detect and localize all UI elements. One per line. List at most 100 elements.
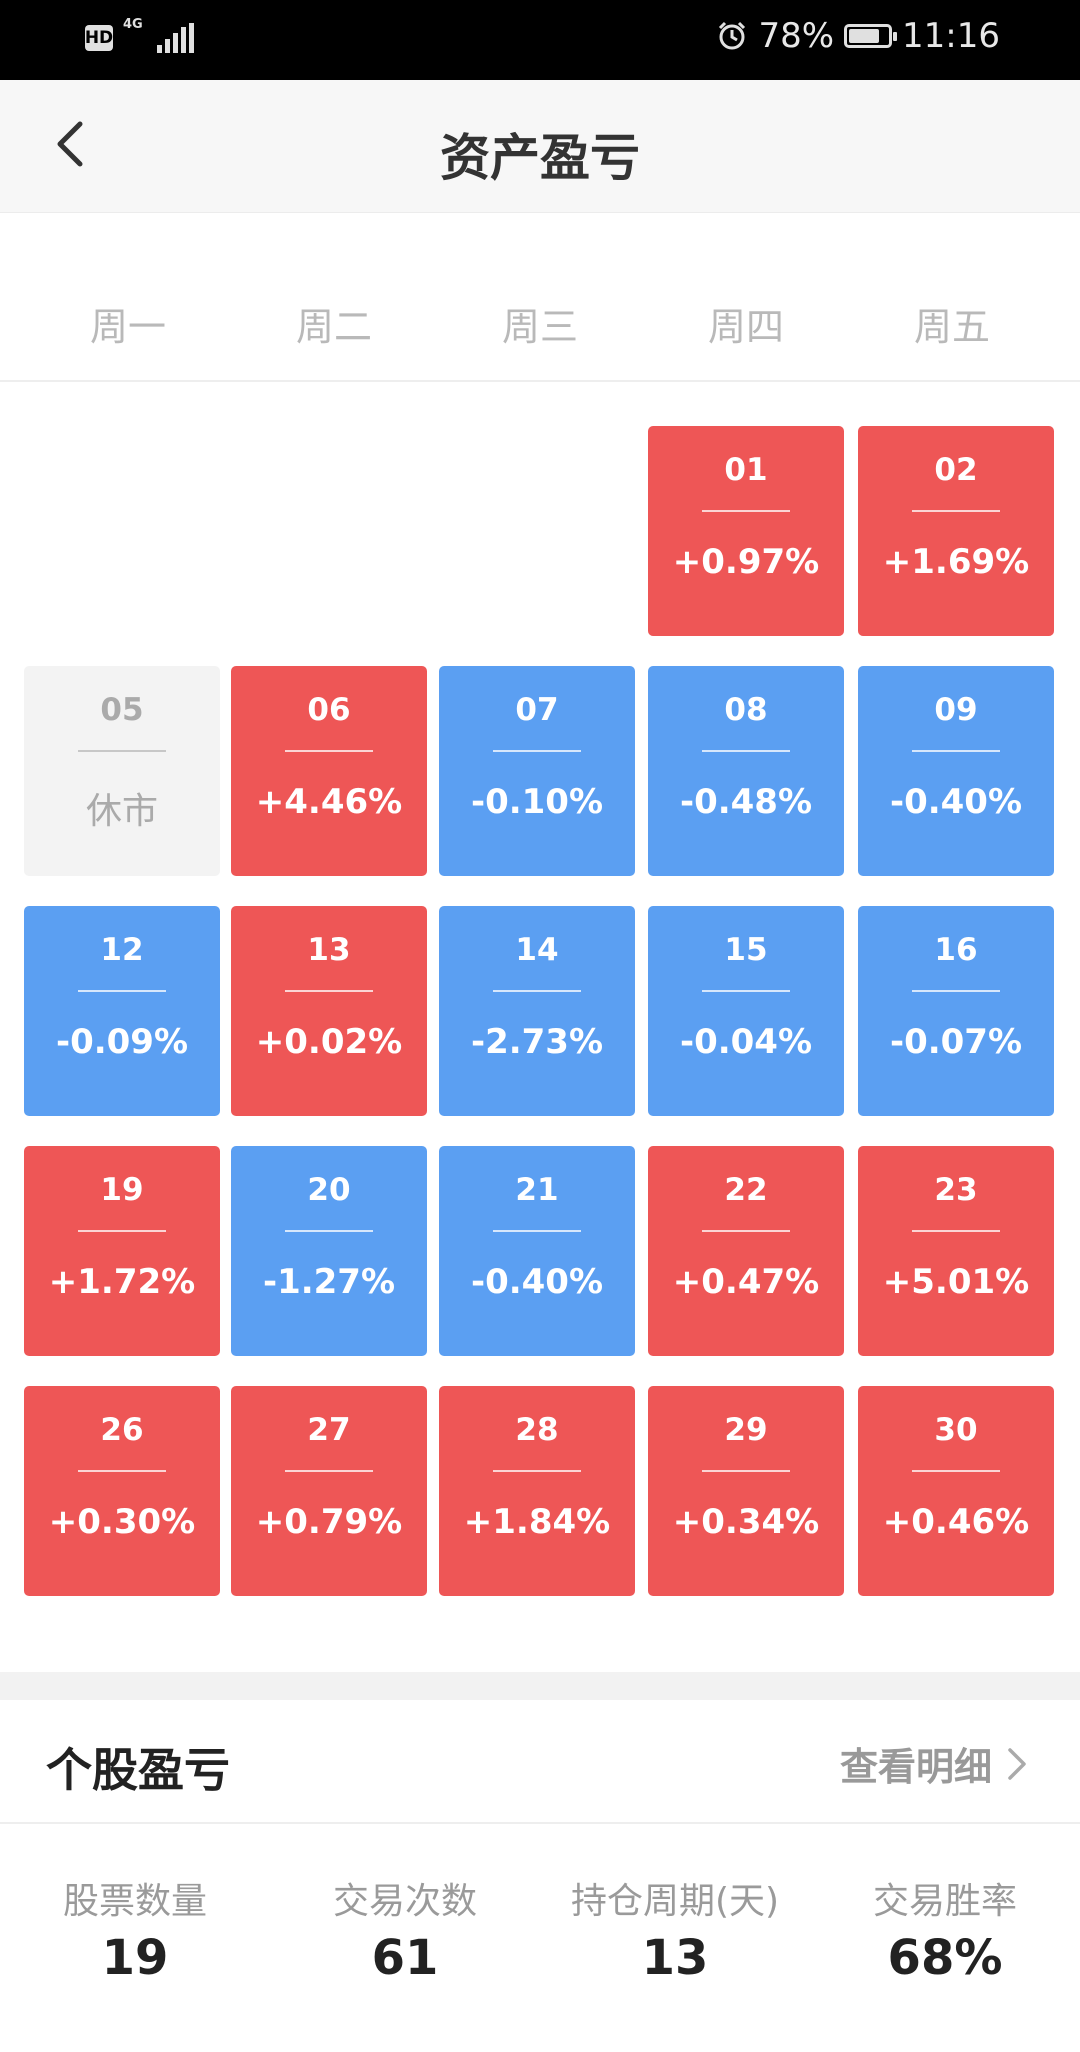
battery-icon [844, 24, 898, 48]
daily-return: +1.69% [882, 542, 1030, 582]
view-detail-link[interactable]: 查看明细 [840, 1736, 1030, 1791]
day-number: 29 [724, 1412, 768, 1448]
network-label: 4G [123, 17, 143, 32]
stat-value: 61 [371, 1930, 439, 1986]
calendar-day-12[interactable]: 12 -0.09% [24, 906, 220, 1116]
calendar-day-28[interactable]: 28 +1.84% [439, 1386, 635, 1596]
calendar-day-21[interactable]: 21 -0.40% [439, 1146, 635, 1356]
day-divider [78, 750, 166, 752]
calendar-day-14[interactable]: 14 -2.73% [439, 906, 635, 1116]
hd-badge: HD [85, 25, 113, 51]
day-number: 23 [934, 1172, 978, 1208]
calendar-day-19[interactable]: 19 +1.72% [24, 1146, 220, 1356]
daily-return: +5.01% [882, 1262, 1030, 1302]
calendar-day-07[interactable]: 07 -0.10% [439, 666, 635, 876]
status-right: 78% 11:16 [716, 16, 1000, 56]
stat-label: 交易胜率 [872, 1881, 1017, 1922]
day-divider [493, 990, 581, 992]
chevron-left-icon[interactable] [44, 114, 104, 174]
daily-return: -0.40% [889, 782, 1023, 822]
stat-value: 13 [641, 1930, 709, 1986]
day-number: 30 [934, 1412, 978, 1448]
day-number: 19 [100, 1172, 144, 1208]
calendar-day-08[interactable]: 08 -0.48% [648, 666, 844, 876]
day-divider [702, 990, 790, 992]
day-number: 26 [100, 1412, 144, 1448]
day-divider [702, 1230, 790, 1232]
calendar-day-09[interactable]: 09 -0.40% [858, 666, 1054, 876]
daily-return: -2.73% [470, 1022, 604, 1062]
day-number: 27 [307, 1412, 351, 1448]
day-number: 28 [515, 1412, 559, 1448]
stat-label: 股票数量 [62, 1881, 207, 1922]
daily-return: -0.04% [679, 1022, 813, 1062]
daily-return: -0.48% [679, 782, 813, 822]
day-divider [285, 750, 373, 752]
calendar-day-30[interactable]: 30 +0.46% [858, 1386, 1054, 1596]
weekday-header: 周一 周二 周三 周四 周五 [0, 262, 1080, 382]
stat-value: 68% [887, 1930, 1003, 1986]
section-title: 个股盈亏 [46, 1743, 230, 1797]
day-divider [912, 750, 1000, 752]
stat-label: 持仓周期(天) [570, 1881, 780, 1922]
page-title: 资产盈亏 [440, 129, 640, 187]
day-divider [285, 1230, 373, 1232]
weekday-wed: 周三 [501, 305, 578, 349]
stat-win-rate: 交易胜率 68% [810, 1872, 1080, 1986]
calendar-day-29[interactable]: 29 +0.34% [648, 1386, 844, 1596]
stat-value: 19 [101, 1930, 169, 1986]
network-type: 4G [123, 18, 147, 58]
calendar-day-27[interactable]: 27 +0.79% [231, 1386, 427, 1596]
calendar-day-22[interactable]: 22 +0.47% [648, 1146, 844, 1356]
daily-return: -0.09% [55, 1022, 189, 1062]
section-divider [0, 1672, 1080, 1700]
weekday-fri: 周五 [913, 305, 990, 349]
day-number: 12 [100, 932, 144, 968]
stat-label: 交易次数 [332, 1881, 477, 1922]
calendar-day-16[interactable]: 16 -0.07% [858, 906, 1054, 1116]
status-bar: HD 4G 78% 11:16 [0, 0, 1080, 80]
calendar-day-15[interactable]: 15 -0.04% [648, 906, 844, 1116]
calendar-day-26[interactable]: 26 +0.30% [24, 1386, 220, 1596]
calendar-day-02[interactable]: 02 +1.69% [858, 426, 1054, 636]
view-detail-label: 查看明细 [839, 1745, 992, 1789]
calendar-day-01[interactable]: 01 +0.97% [648, 426, 844, 636]
calendar-day-06[interactable]: 06 +4.46% [231, 666, 427, 876]
daily-return: -1.27% [262, 1262, 396, 1302]
day-number: 09 [934, 692, 978, 728]
weekday-mon: 周一 [89, 305, 166, 349]
day-divider [493, 750, 581, 752]
stat-trade-count: 交易次数 61 [270, 1872, 540, 1986]
stat-stock-count: 股票数量 19 [0, 1872, 270, 1986]
calendar-day-20[interactable]: 20 -1.27% [231, 1146, 427, 1356]
daily-return: +4.46% [255, 782, 403, 822]
day-divider [493, 1230, 581, 1232]
nav-bar: 资产盈亏 [0, 80, 1080, 213]
day-divider [78, 990, 166, 992]
daily-return: +1.72% [48, 1262, 196, 1302]
daily-return: +0.46% [882, 1502, 1030, 1542]
day-divider [702, 510, 790, 512]
alarm-icon [719, 21, 746, 50]
daily-return: +0.30% [48, 1502, 196, 1542]
stock-section-header: 个股盈亏 查看明细 [0, 1700, 1080, 1824]
day-divider [912, 510, 1000, 512]
day-number: 07 [515, 692, 559, 728]
status-left: HD 4G [85, 18, 194, 58]
daily-return: +0.34% [672, 1502, 820, 1542]
day-number: 15 [724, 932, 768, 968]
clock-time: 11:16 [902, 16, 1000, 56]
calendar-day-23[interactable]: 23 +5.01% [858, 1146, 1054, 1356]
day-number: 22 [724, 1172, 768, 1208]
weekday-tue: 周二 [295, 305, 372, 349]
calendar-day-05[interactable]: 05 休市 [24, 666, 220, 876]
day-number: 01 [724, 452, 768, 488]
day-number: 20 [307, 1172, 351, 1208]
battery-fill [849, 29, 880, 43]
daily-return: +0.79% [255, 1502, 403, 1542]
day-divider [702, 1470, 790, 1472]
calendar-day-13[interactable]: 13 +0.02% [231, 906, 427, 1116]
daily-return: -0.10% [470, 782, 604, 822]
day-number: 21 [515, 1172, 559, 1208]
day-divider [78, 1470, 166, 1472]
